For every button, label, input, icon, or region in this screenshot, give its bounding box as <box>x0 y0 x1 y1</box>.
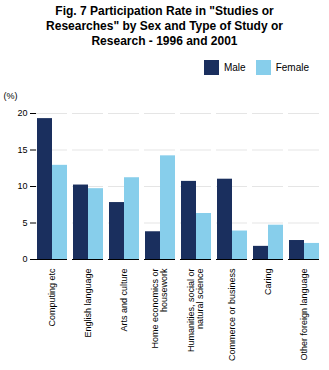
html-text:Male: Male <box>224 62 246 73</box>
svg-text:Humanities, social ornatural s: Humanities, social ornatural science <box>186 268 205 352</box>
svg-text:0: 0 <box>22 254 27 264</box>
svg-text:English language: English language <box>83 269 93 338</box>
svg-text:10: 10 <box>17 181 27 191</box>
svg-text:Commerce or business: Commerce or business <box>227 268 237 361</box>
svg-text:Other foreign language: Other foreign language <box>299 269 309 361</box>
svg-text:Home economics orhousework: Home economics orhousework <box>150 268 169 349</box>
svg-text:Caring: Caring <box>263 269 273 296</box>
svg-text:20: 20 <box>17 108 27 118</box>
svg-text:15: 15 <box>17 145 27 155</box>
svg-text:5: 5 <box>22 218 27 228</box>
svg-text:Computing etc: Computing etc <box>47 268 57 327</box>
svg-text:(%): (%) <box>4 91 18 101</box>
html-text:Female: Female <box>275 62 309 73</box>
svg-text:Arts and culture: Arts and culture <box>119 269 129 332</box>
html-text:Fig. 7 Participation Rate in ": Fig. 7 Participation Rate in "Studies or… <box>46 4 283 48</box>
